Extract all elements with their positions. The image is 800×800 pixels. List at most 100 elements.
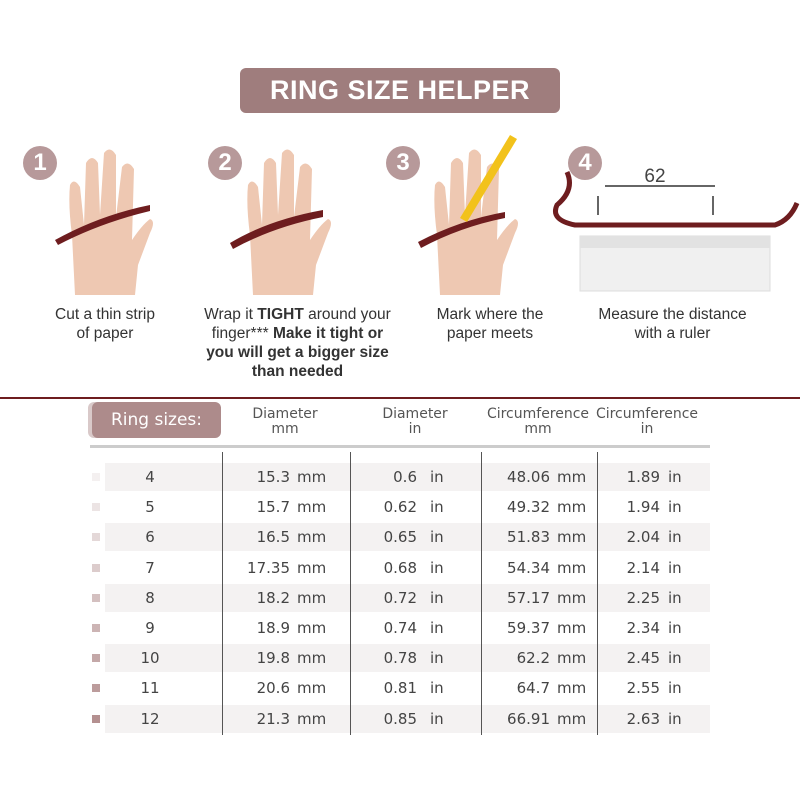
diameter-mm: 15.3 <box>256 468 290 486</box>
unit: in <box>430 619 444 637</box>
size-marker <box>92 503 100 512</box>
column-divider <box>350 452 351 735</box>
table-row: 7 17.35 mm 0.68 in 54.34 mm 2.14 in <box>90 554 710 582</box>
diameter-in: 0.78 <box>383 649 417 668</box>
diameter-mm: 18.2 <box>256 588 290 607</box>
unit: in <box>668 498 682 517</box>
diameter-in: 0.85 <box>383 709 417 728</box>
table-row: 10 19.8 mm 0.78 in 62.2 mm 2.45 in <box>90 644 710 673</box>
unit: mm <box>557 558 587 577</box>
circumference-in: 1.89 <box>626 468 660 486</box>
ring-size: 8 <box>145 588 155 607</box>
unit: in <box>668 619 682 637</box>
size-marker <box>92 473 100 481</box>
unit: in <box>430 649 444 668</box>
diameter-mm: 19.8 <box>256 649 290 668</box>
unit: mm <box>297 709 327 728</box>
unit: in <box>430 588 444 607</box>
diameter-mm: 21.3 <box>256 709 290 728</box>
ring-sizes-label: Ring sizes: <box>92 402 221 438</box>
diameter-in: 0.68 <box>383 558 417 577</box>
unit: in <box>430 679 444 698</box>
diameter-in: 0.6 <box>393 468 417 486</box>
hand-mark-illustration <box>418 135 518 295</box>
diameter-mm: 20.6 <box>256 679 290 698</box>
unit: in <box>668 528 682 547</box>
circumference-mm: 54.34 <box>507 558 550 577</box>
section-divider <box>0 397 800 399</box>
circumference-mm: 51.83 <box>507 528 550 547</box>
size-marker <box>92 533 100 542</box>
unit: in <box>668 558 682 577</box>
size-marker <box>92 714 100 723</box>
column-divider <box>222 452 223 735</box>
diameter-mm: 17.35 <box>247 558 290 577</box>
circumference-in: 2.04 <box>626 528 660 547</box>
unit: mm <box>557 619 587 637</box>
table-row: 8 18.2 mm 0.72 in 57.17 mm 2.25 in <box>90 583 710 612</box>
hand-strip-illustration <box>55 149 153 295</box>
circumference-in: 2.34 <box>626 619 660 637</box>
step-4-badge: 4 <box>568 146 602 180</box>
diameter-in: 0.81 <box>383 679 417 698</box>
ring-size: 11 <box>140 679 160 698</box>
header-circumference-in: Circumference in <box>595 406 699 437</box>
size-marker <box>92 684 100 693</box>
unit: in <box>430 558 444 577</box>
ring-size: 4 <box>145 468 155 486</box>
circumference-in: 2.14 <box>626 558 660 577</box>
unit: in <box>668 709 682 728</box>
circumference-mm: 59.37 <box>507 619 550 637</box>
diameter-mm: 16.5 <box>256 528 290 547</box>
table-row: 9 18.9 mm 0.74 in 59.37 mm 2.34 in <box>90 614 710 642</box>
table-row: 11 20.6 mm 0.81 in 64.7 mm 2.55 in <box>90 674 710 702</box>
size-marker <box>92 654 100 663</box>
step-1-caption: Cut a thin strip of paper <box>55 306 155 342</box>
ring-size: 6 <box>145 528 155 547</box>
unit: mm <box>557 679 587 698</box>
step-4-caption: Measure the distance with a ruler <box>598 306 747 342</box>
unit: mm <box>297 679 327 698</box>
ring-size: 9 <box>145 619 155 637</box>
header-circumference-mm: Circumference mm <box>486 406 590 437</box>
size-marker <box>92 593 100 602</box>
unit: in <box>668 468 682 486</box>
circumference-in: 2.63 <box>626 709 660 728</box>
circumference-in: 1.94 <box>626 498 660 517</box>
ring-size: 7 <box>145 558 155 577</box>
circumference-mm: 62.2 <box>516 649 550 668</box>
unit: mm <box>557 528 587 547</box>
header-diameter-in: Diameter in <box>382 406 448 437</box>
unit: mm <box>557 588 587 607</box>
unit: mm <box>297 468 327 486</box>
circumference-mm: 64.7 <box>516 679 550 698</box>
unit: mm <box>297 528 327 547</box>
circumference-mm: 66.91 <box>507 709 550 728</box>
measurement-label: 62 <box>644 166 666 187</box>
circumference-mm: 48.06 <box>507 468 550 486</box>
hand-wrap-illustration <box>230 149 331 295</box>
table-row: 6 16.5 mm 0.65 in 51.83 mm 2.04 in <box>90 523 710 552</box>
column-divider <box>481 452 482 735</box>
unit: in <box>430 528 444 547</box>
page-title: RING SIZE HELPER <box>240 68 560 113</box>
unit: mm <box>297 619 327 637</box>
unit: mm <box>557 498 587 517</box>
unit: mm <box>297 558 327 577</box>
step-3-caption: Mark where the paper meets <box>436 306 544 342</box>
header-rule <box>90 445 710 448</box>
size-marker <box>92 624 100 632</box>
diameter-mm: 15.7 <box>256 498 290 517</box>
ring-size: 5 <box>145 498 155 517</box>
circumference-in: 2.55 <box>626 679 660 698</box>
unit: mm <box>297 498 327 517</box>
step-2-badge: 2 <box>208 146 242 180</box>
ring-size: 10 <box>140 649 160 668</box>
ring-size: 12 <box>140 709 160 728</box>
unit: in <box>668 649 682 668</box>
unit: in <box>430 498 444 517</box>
diameter-in: 0.74 <box>383 619 417 637</box>
step-1-badge: 1 <box>23 146 57 180</box>
table-row: 4 15.3 mm 0.6 in 48.06 mm 1.89 in <box>90 463 710 491</box>
size-marker <box>92 563 100 572</box>
